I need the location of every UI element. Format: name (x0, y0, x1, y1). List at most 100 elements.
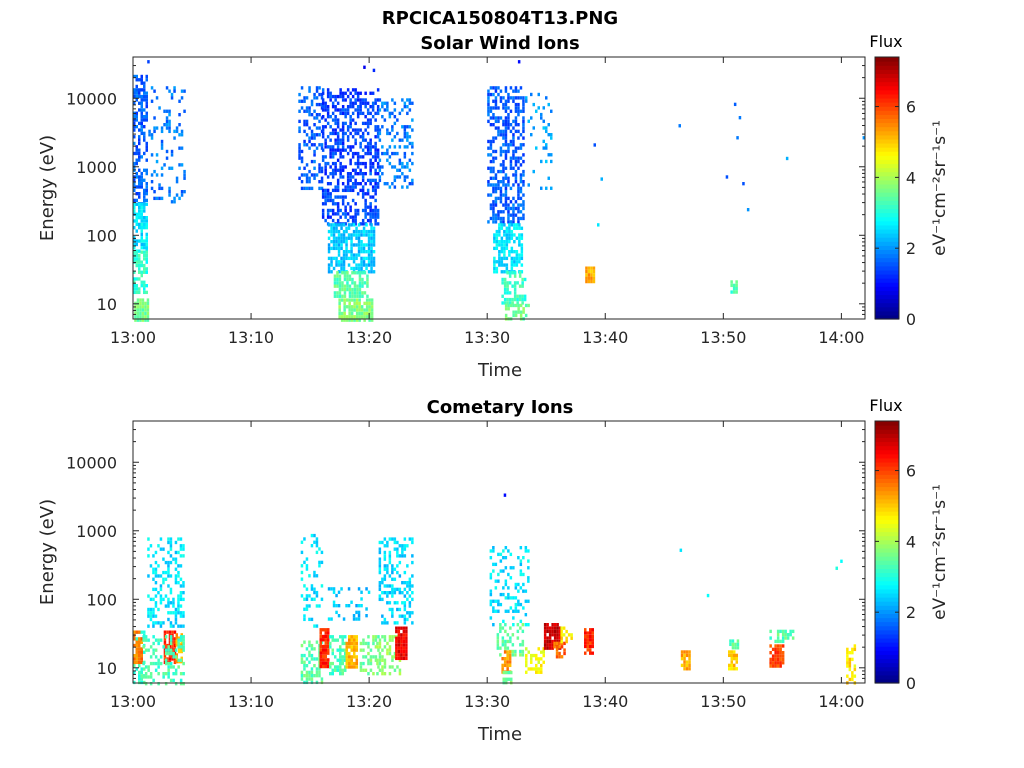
flux-cell (540, 670, 543, 674)
flux-cell (517, 216, 520, 221)
flux-cell (168, 109, 171, 113)
flux-cell (507, 307, 510, 311)
flux-cell (177, 537, 180, 541)
flux-cell (848, 667, 852, 672)
flux-cell (346, 135, 350, 139)
flux-cell (336, 141, 340, 146)
flux-cell (353, 294, 357, 298)
flux-cell (369, 165, 372, 169)
flux-cell (329, 148, 332, 152)
flux-cell (776, 657, 780, 662)
flux-cell (143, 88, 146, 92)
flux-cell (324, 172, 327, 176)
flux-cell (510, 263, 514, 267)
flux-cell (361, 178, 365, 183)
flux-cell (521, 643, 525, 647)
flux-cell (133, 205, 136, 210)
flux-cell (335, 256, 338, 261)
flux-cell (489, 109, 493, 113)
flux-cell (158, 186, 161, 191)
flux-cell (591, 628, 594, 632)
flux-cell (177, 594, 180, 598)
flux-cell (164, 635, 168, 639)
flux-cell (174, 682, 178, 686)
flux-cell (489, 92, 493, 97)
flux-cell (350, 638, 353, 642)
flux-cell (504, 119, 508, 124)
flux-cell (330, 229, 333, 234)
flux-cell (489, 146, 493, 150)
flux-cell (350, 311, 354, 316)
flux-cell (515, 223, 519, 227)
flux-cell (135, 94, 138, 99)
flux-cell (520, 236, 524, 240)
flux-cell (351, 105, 355, 109)
flux-cell (551, 633, 554, 637)
flux-cell (324, 168, 327, 172)
flux-cell (502, 169, 505, 174)
flux-cell (342, 240, 346, 244)
flux-cell (133, 91, 136, 95)
flux-cell (517, 206, 520, 211)
flux-cell (514, 586, 518, 590)
flux-cell (351, 145, 355, 149)
flux-cell (310, 544, 314, 548)
flux-cell (489, 176, 493, 180)
flux-cell (135, 115, 138, 119)
flux-cell (327, 641, 330, 645)
colorbar-swatch (875, 568, 899, 574)
flux-cell (497, 106, 500, 110)
flux-cell (352, 233, 356, 237)
flux-cell (511, 284, 514, 288)
flux-cell (728, 650, 731, 654)
flux-cell (183, 109, 186, 113)
flux-cell (789, 629, 792, 634)
colorbar-swatch (875, 89, 899, 95)
flux-cell (175, 653, 178, 657)
flux-cell (514, 606, 518, 610)
flux-cell (680, 657, 684, 661)
flux-cell (514, 149, 518, 154)
flux-cell (504, 546, 508, 550)
flux-cell (503, 291, 507, 295)
flux-cell (517, 303, 520, 308)
flux-cell (133, 125, 136, 129)
flux-cell (138, 202, 141, 206)
y-tick-label: 1000 (76, 522, 117, 541)
flux-cell (162, 581, 165, 585)
flux-cell (542, 653, 545, 658)
flux-cell (771, 664, 775, 668)
flux-cell (341, 212, 345, 216)
flux-cell (340, 587, 343, 591)
flux-cell (177, 641, 180, 646)
flux-cell (143, 192, 146, 196)
flux-cell (527, 623, 530, 627)
flux-cell (363, 291, 367, 295)
flux-cell (331, 651, 334, 656)
flux-cell (157, 591, 160, 595)
flux-cell (519, 96, 523, 100)
flux-cell (398, 111, 402, 116)
flux-cell (494, 203, 498, 207)
flux-cell (326, 135, 330, 139)
flux-cell (391, 111, 394, 116)
flux-cell (329, 145, 332, 149)
y-tick-label: 10000 (66, 453, 117, 472)
flux-cell (366, 218, 370, 223)
flux-point (597, 223, 600, 227)
flux-cell (508, 271, 512, 275)
flux-cell (374, 192, 377, 196)
flux-cell (345, 250, 348, 254)
flux-cell (168, 119, 171, 124)
flux-cell (386, 584, 389, 588)
flux-cell (167, 665, 170, 669)
flux-cell (178, 649, 181, 654)
flux-cell (321, 215, 325, 219)
flux-cell (592, 273, 596, 277)
flux-cell (391, 537, 394, 541)
flux-cell (144, 318, 147, 322)
flux-cell (519, 310, 523, 314)
flux-cell (345, 315, 349, 319)
flux-cell (341, 165, 345, 169)
flux-cell (318, 564, 321, 568)
